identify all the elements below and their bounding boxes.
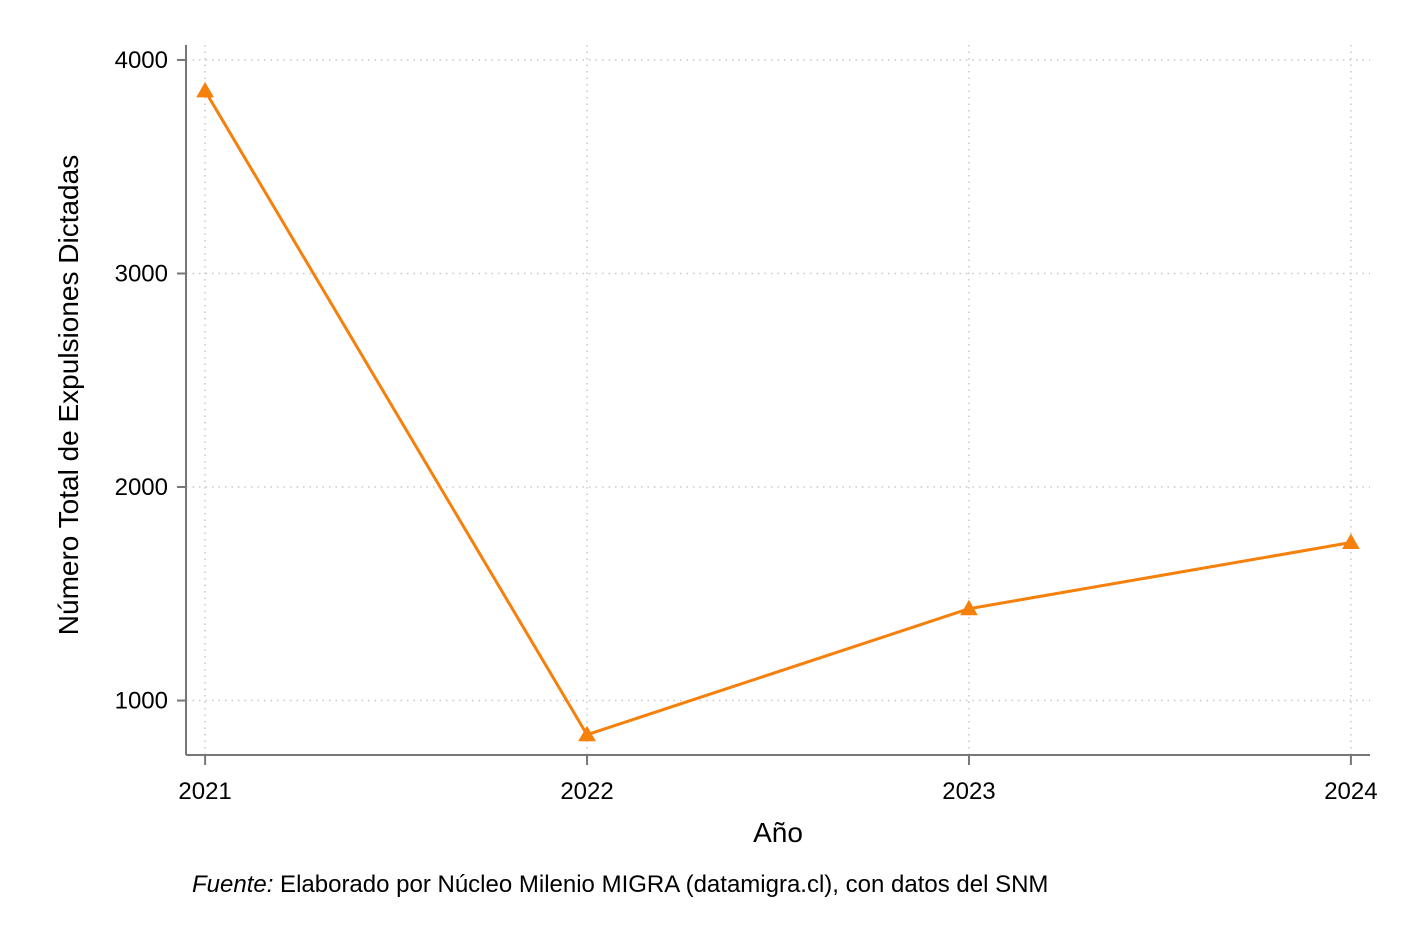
y-axis-title: Número Total de Expulsiones Dictadas [53,155,84,635]
x-tick-label: 2023 [942,778,995,805]
x-axis-title: Año [753,817,803,848]
x-tick-label: 2022 [560,778,613,805]
source-footnote: Fuente: Elaborado por Núcleo Milenio MIG… [192,871,1048,898]
x-tick-label: 2024 [1324,778,1377,805]
source-footnote-prefix: Fuente: [192,871,273,898]
y-tick-label: 3000 [115,260,168,287]
series [196,81,1360,742]
y-tick-label: 2000 [115,474,168,501]
axes [185,45,1370,756]
data-point [1342,533,1360,550]
source-footnote-text: Elaborado por Núcleo Milenio MIGRA (data… [273,871,1048,898]
gridlines [186,45,1370,755]
data-point [578,725,596,742]
x-tick-label: 2021 [178,778,231,805]
y-ticks: 1000 2000 3000 4000 [115,47,186,715]
data-point [960,599,978,616]
data-point [196,81,214,98]
series-line [203,90,1352,737]
y-tick-label: 1000 [115,688,168,715]
y-tick-label: 4000 [115,47,168,74]
x-ticks: 2021 2022 2023 2024 [178,755,1378,805]
